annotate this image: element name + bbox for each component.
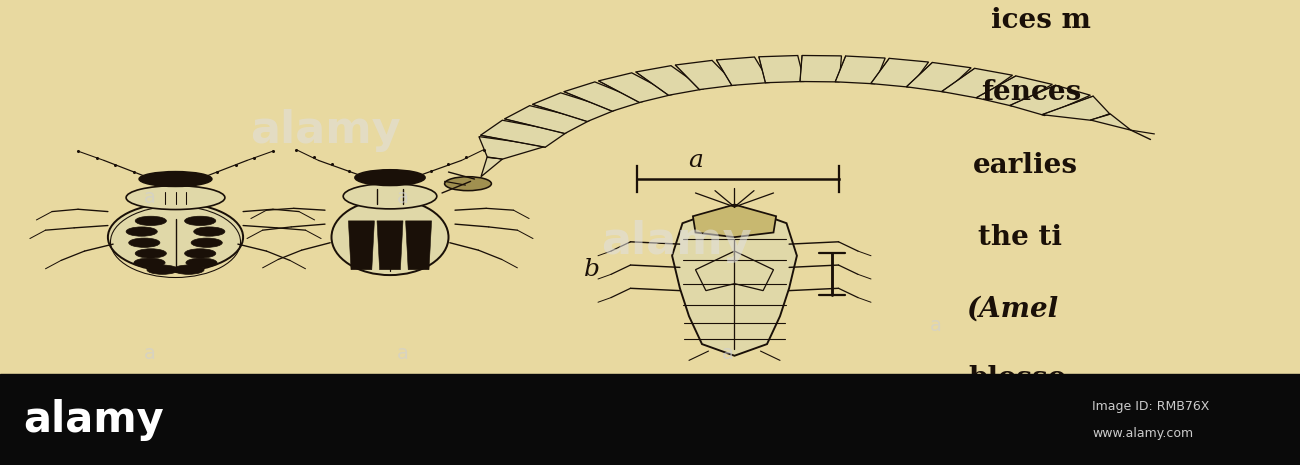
Ellipse shape (194, 227, 225, 236)
Polygon shape (672, 205, 797, 356)
Ellipse shape (185, 216, 216, 226)
Polygon shape (800, 55, 841, 82)
Text: a: a (396, 188, 410, 207)
Text: fences: fences (982, 80, 1082, 106)
Ellipse shape (135, 249, 166, 258)
Text: alamy: alamy (250, 109, 400, 152)
Polygon shape (478, 137, 547, 159)
Polygon shape (481, 157, 503, 177)
Ellipse shape (191, 238, 222, 247)
Text: Image ID: RMB76X: Image ID: RMB76X (1092, 399, 1209, 412)
Polygon shape (1010, 85, 1091, 115)
Polygon shape (675, 60, 736, 90)
Ellipse shape (355, 170, 425, 186)
Ellipse shape (332, 199, 448, 275)
Polygon shape (693, 205, 776, 237)
Ellipse shape (135, 216, 166, 226)
Polygon shape (716, 57, 770, 86)
Text: alamy: alamy (601, 220, 751, 263)
Polygon shape (1041, 96, 1110, 120)
Ellipse shape (129, 238, 160, 247)
Text: b: b (584, 258, 599, 281)
Polygon shape (348, 221, 374, 270)
Polygon shape (504, 106, 590, 133)
Ellipse shape (445, 177, 491, 191)
Ellipse shape (343, 184, 437, 209)
Polygon shape (636, 66, 703, 95)
Text: (Amel: (Amel (966, 296, 1058, 323)
Text: a: a (143, 344, 156, 363)
Polygon shape (481, 120, 567, 147)
Ellipse shape (139, 172, 212, 186)
Ellipse shape (147, 265, 178, 274)
Polygon shape (976, 76, 1053, 106)
Polygon shape (533, 93, 615, 121)
Polygon shape (598, 73, 672, 102)
Text: flower: flower (966, 433, 1063, 460)
Ellipse shape (126, 186, 225, 210)
Text: a: a (143, 188, 156, 207)
Text: a: a (688, 149, 703, 172)
Polygon shape (941, 68, 1013, 99)
Polygon shape (564, 82, 644, 111)
Text: the ti: the ti (978, 224, 1062, 251)
Text: earlies: earlies (972, 152, 1078, 179)
Polygon shape (406, 221, 432, 270)
Text: alamy: alamy (23, 399, 164, 441)
Polygon shape (906, 62, 971, 92)
Polygon shape (1091, 114, 1131, 130)
Text: a: a (930, 316, 942, 335)
Ellipse shape (173, 265, 204, 274)
Text: blosso: blosso (968, 365, 1067, 392)
Polygon shape (377, 221, 403, 270)
Polygon shape (835, 56, 885, 84)
Text: ices m: ices m (991, 7, 1091, 34)
Text: a: a (722, 344, 734, 363)
Bar (0, 374, 1300, 465)
Ellipse shape (185, 249, 216, 258)
Text: www.alamy.com: www.alamy.com (1092, 427, 1193, 440)
Ellipse shape (126, 227, 157, 236)
Text: a: a (396, 344, 410, 363)
Ellipse shape (134, 258, 165, 267)
Ellipse shape (108, 203, 243, 272)
Polygon shape (871, 58, 928, 87)
Ellipse shape (186, 258, 217, 267)
Polygon shape (759, 55, 805, 83)
